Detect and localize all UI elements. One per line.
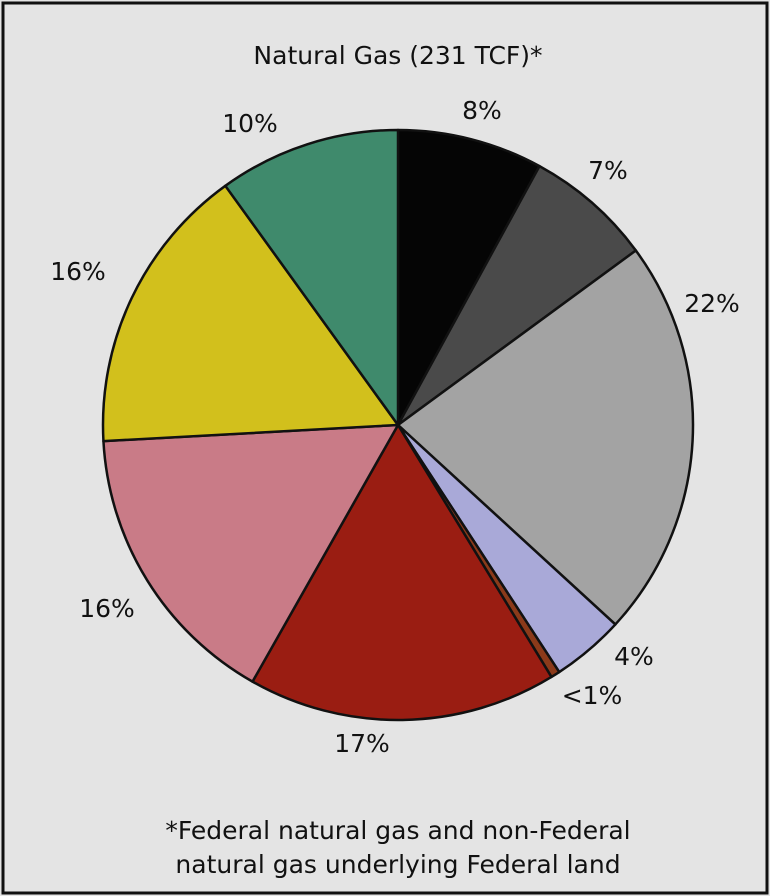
footnote: natural gas underlying Federal land: [175, 850, 620, 879]
pie-slice: [396, 128, 541, 427]
pie-slice: [396, 249, 695, 626]
data-label: 16%: [50, 257, 106, 286]
data-label: 10%: [222, 109, 278, 138]
pie-slice: [396, 164, 638, 427]
data-label: 17%: [334, 729, 390, 758]
data-label: 22%: [684, 289, 740, 318]
data-label: 7%: [588, 156, 628, 185]
pie-slice: [251, 423, 553, 722]
data-label: 4%: [614, 642, 654, 671]
footnote: *Federal natural gas and non-Federal: [165, 816, 630, 845]
data-label: 8%: [462, 96, 502, 125]
pie-slice: [224, 128, 400, 427]
pie-slice: [101, 184, 400, 443]
chart-title: Natural Gas (231 TCF)*: [253, 41, 542, 70]
data-label: 16%: [79, 594, 135, 623]
pie-slice: [102, 423, 400, 683]
data-label: <1%: [562, 681, 623, 710]
